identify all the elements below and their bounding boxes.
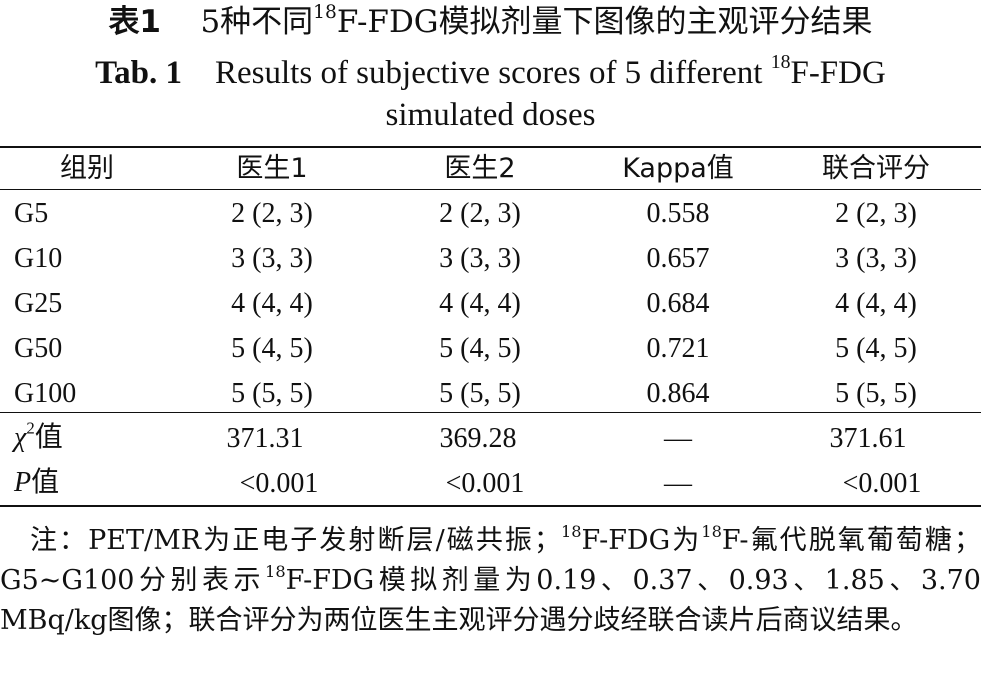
title-en-text-post: F-FDG — [790, 55, 886, 91]
table-footnote: 注：PET/MR为正电子发射断层/磁共振；18F-FDG为18F-氟代脱氧葡萄糖… — [0, 521, 981, 641]
row-g100-doctor1: 5 (5, 5) — [231, 378, 313, 409]
p-doctor2: <0.001 — [445, 468, 525, 499]
p-symbol: P — [14, 467, 32, 498]
title-zh-sup: 18 — [313, 2, 337, 24]
row-g50-doctor2: 5 (4, 5) — [439, 333, 521, 364]
row-g50-combined: 5 (4, 5) — [835, 333, 917, 364]
table-bottom-rule — [0, 505, 981, 507]
header-kappa: Kappa值 — [622, 153, 734, 184]
note-sup-3: 18 — [265, 561, 286, 581]
chi-doctor1: 371.31 — [226, 423, 304, 454]
row-g50-kappa: 0.721 — [646, 333, 710, 364]
p-suffix: 值 — [31, 465, 60, 498]
title-zh-text-post: F-FDG模拟剂量下图像的主观评分结果 — [336, 4, 873, 40]
table-header-rule — [0, 189, 981, 190]
header-doctor2: 医生2 — [444, 153, 516, 184]
row-g100-kappa: 0.864 — [646, 378, 710, 409]
title-zh-text-pre: 5种不同 — [200, 4, 314, 40]
title-en-sup: 18 — [770, 51, 791, 74]
row-g10-group: G10 — [14, 243, 63, 274]
table-label-zh: 表1 — [108, 4, 162, 40]
row-g10-doctor1: 3 (3, 3) — [231, 243, 313, 274]
title-en-line2: simulated doses — [385, 97, 596, 133]
chi-symbol: χ — [14, 422, 27, 453]
row-g25-combined: 4 (4, 4) — [835, 288, 917, 319]
row-g100-group: G100 — [14, 378, 77, 409]
chi-doctor2: 369.28 — [439, 423, 517, 454]
row-g25-doctor2: 4 (4, 4) — [439, 288, 521, 319]
table-title-en: Tab. 1 Results of subjective scores of 5… — [0, 52, 981, 136]
table-top-rule — [0, 146, 981, 148]
row-g10-kappa: 0.657 — [646, 243, 710, 274]
note-part-3: F-氟代脱氧葡萄糖；G5~G100分别表示 — [0, 525, 981, 596]
table-stats-rule — [0, 412, 981, 413]
note-part-1: 注：PET/MR为正电子发射断层/磁共振； — [30, 525, 561, 556]
note-part-2: F-FDG为 — [581, 525, 702, 556]
row-g100-combined: 5 (5, 5) — [835, 378, 917, 409]
note-sup-1: 18 — [560, 521, 582, 541]
note-sup-2: 18 — [701, 521, 722, 541]
table-title-zh: 表1 5种不同18F-FDG模拟剂量下图像的主观评分结果 — [0, 2, 981, 42]
row-g25-group: G25 — [14, 288, 63, 319]
chi-combined: 371.61 — [829, 423, 907, 454]
p-kappa: — — [664, 468, 692, 499]
chi-sup: 2 — [26, 418, 35, 438]
row-g50-group: G50 — [14, 333, 63, 364]
table-label-en: Tab. 1 — [95, 55, 183, 91]
p-value-label: P值 — [14, 465, 59, 500]
header-combined: 联合评分 — [822, 153, 930, 184]
p-doctor1: <0.001 — [239, 468, 319, 499]
note-part-4: F-FDG模拟剂量为0.19、0.37、0.93、1.85、3.70 MBq/k… — [0, 565, 981, 636]
row-g10-doctor2: 3 (3, 3) — [439, 243, 521, 274]
chi-suffix: 值 — [34, 420, 63, 453]
row-g25-doctor1: 4 (4, 4) — [231, 288, 313, 319]
header-group: 组别 — [60, 153, 114, 184]
row-g25-kappa: 0.684 — [646, 288, 710, 319]
row-g50-doctor1: 5 (4, 5) — [231, 333, 313, 364]
row-g5-doctor2: 2 (2, 3) — [439, 198, 521, 229]
row-g5-doctor1: 2 (2, 3) — [231, 198, 313, 229]
title-en-text-pre: Results of subjective scores of 5 differ… — [215, 55, 771, 91]
row-g100-doctor2: 5 (5, 5) — [439, 378, 521, 409]
row-g5-kappa: 0.558 — [646, 198, 710, 229]
row-g5-group: G5 — [14, 198, 49, 229]
header-doctor1: 医生1 — [236, 153, 308, 184]
row-g5-combined: 2 (2, 3) — [835, 198, 917, 229]
p-combined: <0.001 — [842, 468, 922, 499]
chi-kappa: — — [664, 423, 692, 454]
chi-square-label: χ2值 — [14, 420, 63, 455]
row-g10-combined: 3 (3, 3) — [835, 243, 917, 274]
